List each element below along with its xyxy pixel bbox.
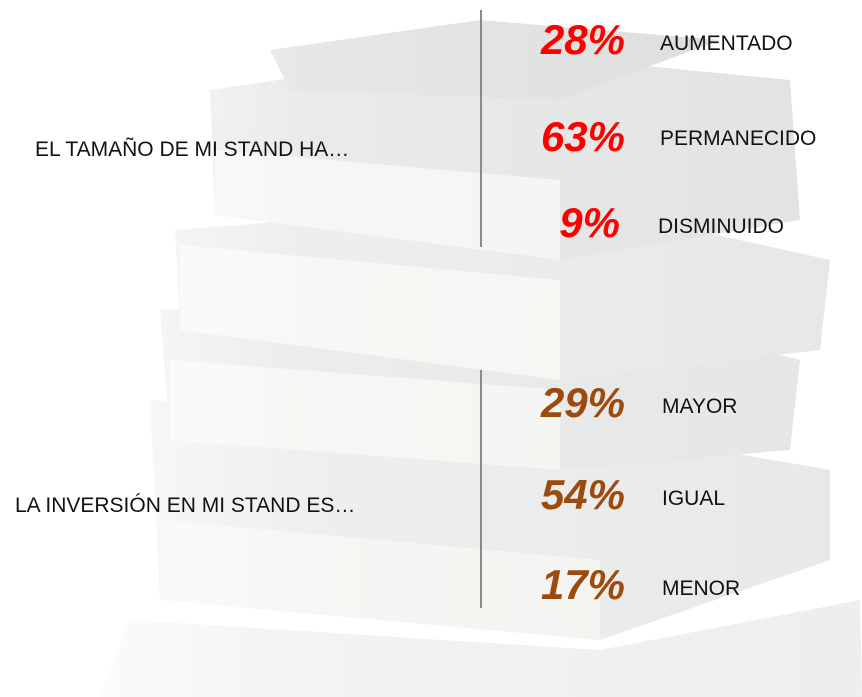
- item-label: MAYOR: [662, 396, 737, 417]
- divider: [480, 10, 482, 247]
- item-label: IGUAL: [662, 488, 725, 509]
- percent: 54%: [495, 474, 625, 516]
- percent: 17%: [495, 564, 625, 606]
- item-label: AUMENTADO: [660, 33, 793, 54]
- item-label: PERMANECIDO: [660, 128, 816, 149]
- percent: 9%: [490, 202, 620, 244]
- percent: 28%: [495, 19, 625, 61]
- percent: 63%: [495, 116, 625, 158]
- question: LA INVERSIÓN EN MI STAND ES…: [15, 494, 355, 518]
- item-label: DISMINUIDO: [658, 216, 784, 237]
- item-label: MENOR: [662, 578, 740, 599]
- question: EL TAMAÑO DE MI STAND HA…: [35, 138, 349, 162]
- slide: EL TAMAÑO DE MI STAND HA… 28% AUMENTADO …: [0, 0, 862, 697]
- percent: 29%: [495, 382, 625, 424]
- divider: [480, 370, 482, 608]
